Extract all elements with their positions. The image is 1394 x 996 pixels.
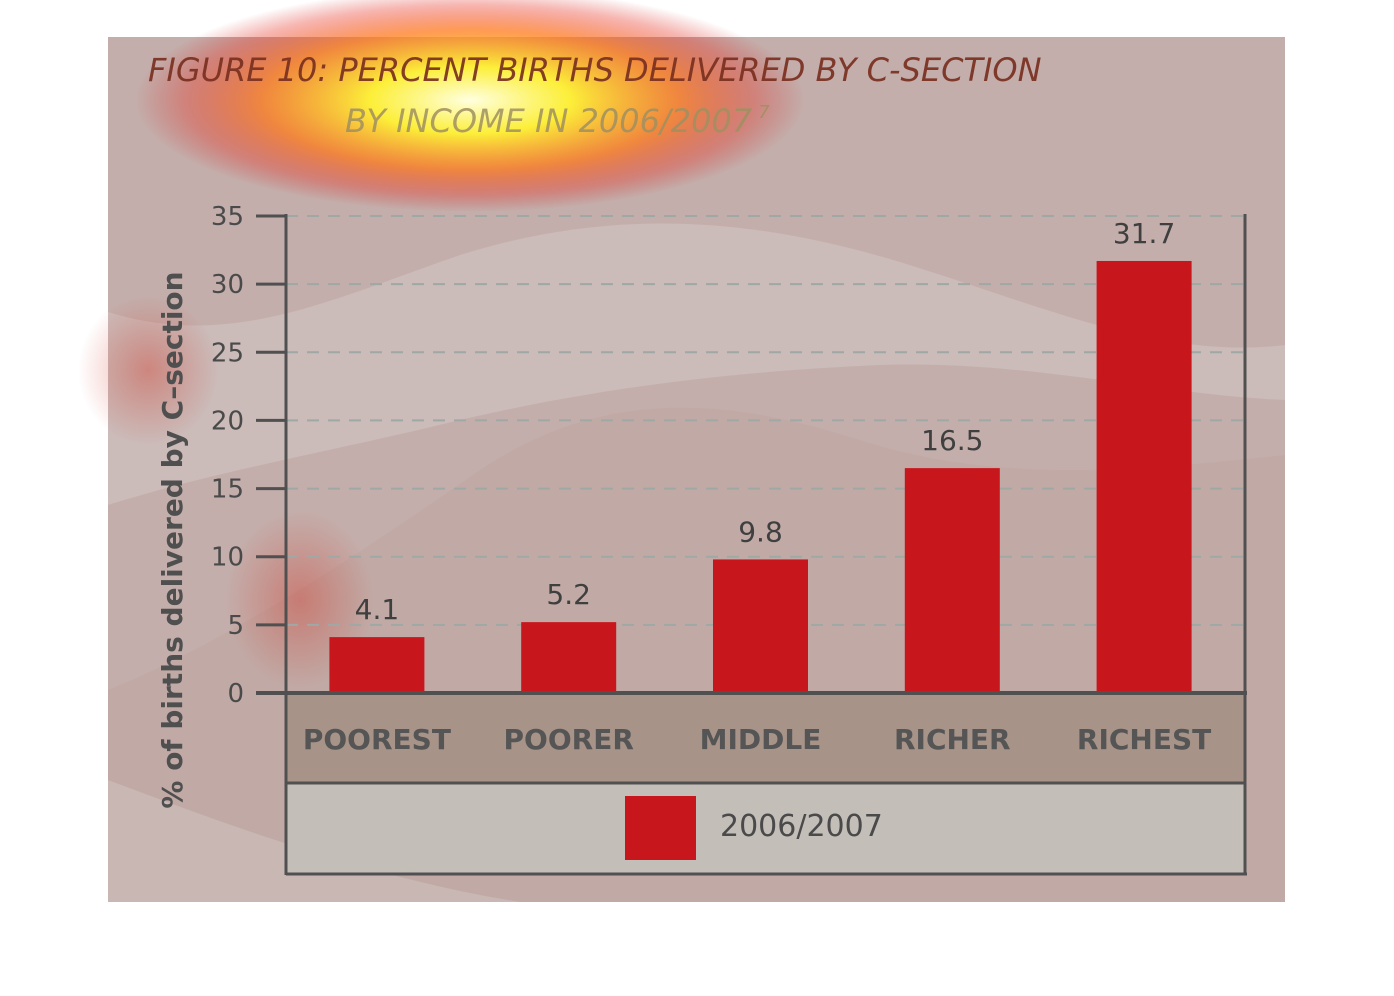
category-label: RICHEST: [1077, 723, 1211, 756]
chart-title-superscript: 7: [758, 102, 770, 123]
y-tick-label: 15: [211, 475, 244, 505]
bar-poorer: [521, 622, 617, 693]
y-tick-label: 10: [211, 543, 244, 573]
data-labels: 4.1 5.2 9.8 16.5 31.7: [355, 217, 1176, 626]
legend-band: [286, 783, 1245, 874]
data-label: 4.1: [355, 593, 400, 626]
background-wave-bottom: [108, 780, 520, 902]
legend-label: 2006/2007: [720, 809, 883, 844]
category-label: POOREST: [303, 723, 451, 756]
gridlines: [286, 215, 1245, 626]
bar-middle: [713, 559, 808, 693]
chart-title-line2: BY INCOME IN 2006/2007 7: [345, 102, 770, 140]
chart-title-line1: FIGURE 10: PERCENT BIRTHS DELIVERED BY C…: [148, 51, 1042, 89]
y-axis-label: % of births delivered by C–section: [156, 271, 189, 808]
category-band: [286, 694, 1245, 783]
y-tick-label: 25: [211, 338, 244, 368]
category-label: MIDDLE: [700, 723, 822, 756]
heatmap-blob-left: [78, 295, 218, 445]
y-tick-label: 30: [211, 270, 244, 300]
bar-richer: [904, 468, 1000, 693]
bar-poorest: [329, 637, 425, 693]
chart-title-line2-text: BY INCOME IN 2006/2007: [345, 102, 753, 140]
background-wave-upper: [108, 223, 1285, 505]
category-label: POORER: [504, 723, 634, 756]
y-tick-label: 35: [211, 202, 244, 232]
data-label: 5.2: [546, 578, 591, 611]
bars: [329, 260, 1192, 693]
data-label: 9.8: [738, 515, 783, 548]
y-tick-label: 5: [227, 611, 244, 641]
data-label: 16.5: [921, 424, 983, 457]
heatmap-blob-title: [135, 0, 805, 212]
data-label: 31.7: [1113, 217, 1175, 250]
y-tick-label: 20: [211, 406, 244, 436]
y-tick-label: 0: [227, 679, 244, 709]
bar-richest: [1096, 260, 1192, 693]
category-labels: POOREST POORER MIDDLE RICHER RICHEST: [303, 723, 1211, 756]
category-label: RICHER: [894, 723, 1011, 756]
legend-swatch: [625, 796, 696, 860]
